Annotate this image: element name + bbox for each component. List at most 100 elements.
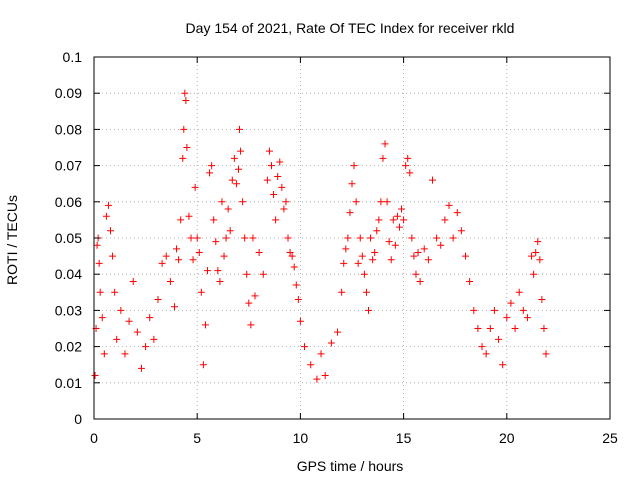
- data-point: [284, 234, 292, 242]
- data-point: [344, 234, 352, 242]
- data-point: [515, 288, 523, 296]
- chart-title: Day 154 of 2021, Rate Of TEC Index for r…: [186, 20, 515, 36]
- data-point: [490, 306, 498, 314]
- data-point: [377, 198, 385, 206]
- data-point: [129, 277, 137, 285]
- data-point: [280, 205, 288, 213]
- data-point: [389, 216, 397, 224]
- data-point: [369, 256, 377, 264]
- data-point: [346, 209, 354, 217]
- y-tick-label: 0.07: [55, 158, 82, 174]
- x-tick-label: 10: [293, 430, 309, 446]
- y-tick-label: 0.04: [55, 266, 82, 282]
- data-point: [204, 267, 212, 275]
- data-point: [182, 96, 190, 104]
- data-point: [383, 198, 391, 206]
- data-point: [109, 252, 117, 260]
- data-point: [265, 147, 273, 155]
- data-point: [154, 296, 162, 304]
- data-point: [185, 212, 193, 220]
- data-point: [193, 234, 201, 242]
- data-point: [327, 339, 335, 347]
- data-point: [268, 162, 276, 170]
- data-point: [249, 234, 257, 242]
- data-point: [499, 361, 507, 369]
- x-tick-label: 25: [602, 430, 618, 446]
- data-point: [536, 256, 544, 264]
- data-point: [162, 252, 170, 260]
- data-point: [534, 238, 542, 246]
- data-point: [98, 314, 106, 322]
- data-point: [93, 241, 101, 249]
- data-point: [251, 292, 259, 300]
- data-point: [340, 259, 348, 267]
- data-point: [356, 234, 364, 242]
- data-point: [474, 325, 482, 332]
- data-point: [307, 361, 315, 369]
- data-point: [412, 270, 420, 278]
- data-point: [387, 256, 395, 264]
- data-point: [187, 234, 195, 242]
- data-point: [519, 306, 527, 314]
- data-point: [91, 372, 99, 380]
- data-point: [232, 180, 240, 188]
- data-point: [234, 165, 242, 173]
- data-point: [102, 212, 110, 220]
- data-point: [348, 180, 356, 188]
- data-point: [478, 343, 486, 351]
- y-tick-label: 0.05: [55, 230, 82, 246]
- data-point: [350, 162, 358, 170]
- data-point: [462, 252, 470, 260]
- data-point: [542, 350, 550, 358]
- y-tick-label: 0: [74, 411, 82, 427]
- data-point: [373, 227, 381, 235]
- data-point: [404, 154, 412, 162]
- data-point: [173, 245, 181, 253]
- data-point: [540, 325, 548, 332]
- data-point: [220, 252, 228, 260]
- axis-ticks: 0 0.01 0.02 0.03 0.04 0.05 0.06 0.07 0.08 0.09 0.1…: [55, 49, 618, 446]
- y-tick-label: 0.08: [55, 121, 82, 137]
- data-point: [352, 198, 360, 206]
- data-point: [445, 201, 453, 209]
- y-tick-label: 0.01: [55, 375, 82, 391]
- data-point: [482, 350, 490, 358]
- data-point: [104, 201, 112, 209]
- data-point: [100, 350, 108, 358]
- data-point: [117, 306, 125, 314]
- data-point: [255, 248, 263, 256]
- data-point: [395, 223, 403, 231]
- data-point: [111, 288, 119, 296]
- data-point: [296, 317, 304, 325]
- data-point: [420, 245, 428, 253]
- data-point: [398, 205, 406, 213]
- data-point: [181, 89, 189, 97]
- data-point: [292, 281, 300, 289]
- x-tick-label: 15: [396, 430, 412, 446]
- data-point: [402, 162, 410, 170]
- data-point: [183, 144, 191, 151]
- data-point: [290, 263, 298, 271]
- data-point: [125, 317, 133, 325]
- data-point: [158, 259, 166, 267]
- data-point: [414, 248, 422, 256]
- y-tick-label: 0.06: [55, 194, 82, 210]
- data-point: [495, 335, 503, 343]
- data-point: [530, 270, 538, 278]
- data-point: [313, 375, 321, 383]
- x-tick-label: 5: [193, 430, 201, 446]
- data-point: [259, 270, 267, 278]
- data-point: [179, 154, 187, 162]
- data-point: [416, 277, 424, 285]
- x-tick-label: 20: [499, 430, 515, 446]
- data-point: [230, 154, 238, 162]
- data-point: [449, 234, 457, 242]
- data-points: [91, 89, 550, 383]
- y-tick-label: 0.09: [55, 85, 82, 101]
- data-point: [375, 216, 383, 224]
- data-point: [245, 299, 253, 307]
- data-point: [247, 321, 255, 329]
- data-point: [538, 296, 546, 304]
